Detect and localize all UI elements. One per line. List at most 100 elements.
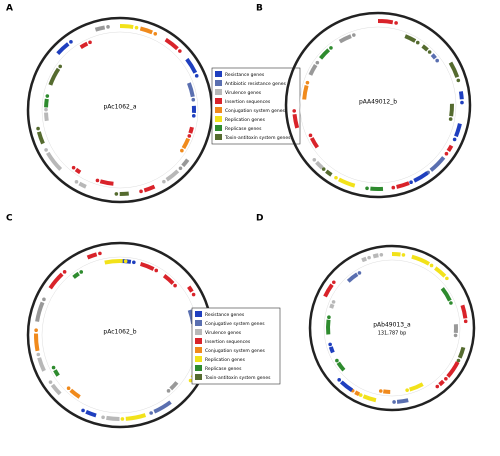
arrow-head [188,378,193,383]
arrow-head [444,151,449,156]
arrow-head [315,60,320,65]
gene-arrow [44,98,49,108]
arrow-head [435,58,439,63]
arrow-head [453,333,458,338]
gene-arrow [106,415,120,421]
legend-swatch [215,89,222,95]
arrow-head [405,388,409,392]
arrow-head [66,386,71,391]
gene-arrow [56,42,70,55]
arrow-head [329,46,333,50]
gene-arrow [69,388,81,399]
arrow-head [36,352,41,357]
plasmid-name: pAb49013_a [373,322,411,329]
arrow-head [334,175,338,180]
gene-arrow [181,137,191,150]
gene-arrow [396,181,410,189]
arrow-head [352,33,356,37]
arrow-head [58,64,63,69]
gene-arrow [454,123,462,138]
inner-ring [41,31,199,189]
arrow-head [74,180,79,184]
legend-text: Replicase genes [225,126,262,132]
gene-arrow [53,369,60,377]
legend-text: Virulence genes [225,90,262,96]
arrow-head [331,300,336,304]
arrow-head [191,292,196,297]
arrow-head [427,50,432,54]
gene-arrow [48,67,61,86]
legend-swatch [195,356,202,362]
plasmid-size: 131,787 bp [378,331,407,337]
arrow-head [312,157,317,162]
arrow-head [191,97,196,102]
gene-arrow [446,144,454,153]
arrow-head [178,166,183,171]
gene-arrow [339,380,354,392]
gene-arrow [409,382,424,392]
arrow-head [123,259,128,264]
gene-arrow [319,48,331,60]
arrow-head [328,342,332,347]
legend-swatch [195,320,202,326]
inner-ring [299,26,457,184]
gene-arrow [326,319,331,335]
gene-arrow [383,389,391,394]
arrow-head [445,276,449,281]
arrow-head [358,393,363,397]
arrow-head [180,148,184,153]
backbone [284,11,472,199]
arrow-head [153,31,158,36]
gene-arrow [329,303,335,309]
arrow-head [194,74,199,78]
legend-swatch [195,347,202,353]
arrow-head [460,100,464,105]
arrow-head [139,189,143,194]
gene-arrow [79,41,89,50]
gene-arrow [308,63,318,76]
arrow-head [409,180,413,185]
arrow-head [391,185,396,190]
gene-arrow [104,259,123,265]
gene-arrow [323,283,334,298]
legend-swatch [215,116,222,122]
legend-swatch [195,311,202,317]
gene-arrow [37,357,46,372]
gene-arrow [338,177,356,188]
legend-text: Insertion sequences [205,339,251,345]
gene-arrow [185,57,198,74]
legend-text: Insertion sequences [225,99,271,105]
gene-arrow [457,346,466,359]
arrow-head [71,165,76,170]
arrow-head [42,297,46,302]
gene-arrow [139,261,155,271]
gene-arrow [169,381,179,391]
legend-text: Conjugation system genes [205,348,265,354]
arrow-head [191,114,196,118]
arrow-head [401,253,406,257]
gene-arrow [46,151,63,171]
gene-arrow [411,254,431,266]
legend-swatch [215,71,222,77]
legend-text: Resistance genes [225,72,265,78]
arrow-head [44,107,48,112]
legend-text: Replication genes [225,117,266,123]
arrow-head [162,179,166,184]
gene-arrow [153,400,172,414]
arrow-head [335,358,339,363]
gene-arrow [434,266,447,278]
arrow-head [392,400,396,404]
gene-arrow [448,61,460,78]
arrow-head [114,192,119,196]
plasmid-name: pAc1062_b [103,329,136,336]
arrow-head [305,80,310,85]
inner-ring [323,259,461,397]
arrow-head [292,109,297,113]
gene-arrow [48,272,64,290]
panel-label: B [256,4,263,14]
gene-arrow [458,91,464,100]
gene-arrow [99,179,114,186]
arrow-head [154,268,159,273]
